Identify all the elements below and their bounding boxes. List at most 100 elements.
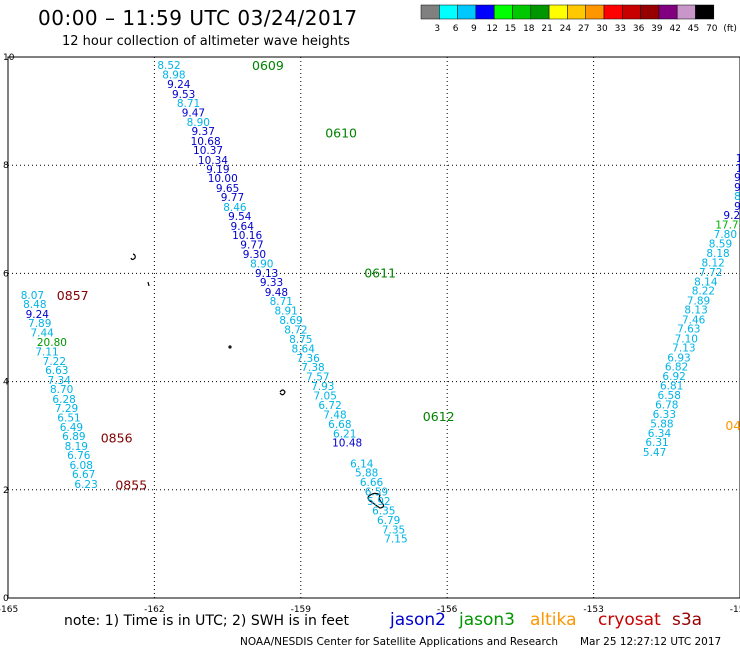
wave-height-value: 9.33 [260,277,283,289]
legend-swatch [603,4,623,20]
satellite-name: cryosat [598,610,661,630]
wave-height-value: 8.72 [284,325,307,337]
wave-height-value: 9.27 [723,210,740,222]
wave-height-value: 10 [736,153,740,165]
legend-swatch [640,4,660,20]
legend-label: 9 [471,24,477,34]
legend-label: 6 [453,24,459,34]
wave-height-value: 8.46 [223,202,247,214]
wave-height-value: 8.75 [289,334,312,346]
legend-swatch [695,4,715,20]
wave-height-value: 10.37 [193,145,223,157]
wave-height-value: 8.19 [65,441,88,453]
wave-height-value: 7.63 [677,324,700,336]
wave-height-value: 10.34 [198,155,228,167]
chart-subtitle: 12 hour collection of altimeter wave hei… [62,34,350,49]
wave-height-value: 10.00 [208,173,238,185]
wave-height-value: 5.92 [367,496,390,508]
wave-height-value: 8.12 [701,258,724,270]
wave-height-value: 8.90 [250,259,273,271]
wave-height-tracks: 8.528.989.249.538.719.478.909.3710.6810.… [21,60,740,545]
wave-height-value: 7.46 [682,314,706,326]
pass-time-label: 0408 [725,418,740,433]
footer-credit: NOAA/NESDIS Center for Satellite Applica… [240,636,558,648]
wave-height-value: 9.37 [192,126,215,138]
wave-height-value: 8.90 [187,117,210,129]
wave-height-value: 7.80 [714,229,737,241]
island-shape [130,253,136,261]
wave-height-value: 6.14 [350,458,374,470]
wave-height-value: 8.71 [177,98,200,110]
wave-height-value: 7.13 [672,343,695,355]
wave-height-value: 6.78 [655,399,678,411]
legend-swatch [622,4,641,20]
wave-height-value: 9.53 [172,89,195,101]
color-legend: 3 6 9 12 15 18 21 24 27 30 33 36 39 42 45 70 (ft) [420,4,737,34]
wave-height-value: 9.8 [734,201,740,213]
wave-height-value: 6.82 [665,361,688,373]
wave-height-value: 5.88 [355,467,378,479]
legend-swatch [658,4,678,20]
wave-height-value: 8.98 [162,69,185,81]
wave-height-value: 6.81 [660,380,683,392]
legend-swatch [457,4,477,20]
wave-height-value: 20.80 [37,337,67,349]
wave-height-value: 17.75 [715,220,740,232]
wave-height-value: 9.9 [734,172,740,184]
wave-height-value: 6.72 [318,400,341,412]
axis-ticks: -165 -162 -159 -156 -153 -150 0 2 4 6 8 10 [0,53,740,615]
pass-time-label: 0609 [252,58,284,73]
legend-swatch [439,4,458,20]
pass-time-label: 0611 [364,265,396,280]
wave-height-value: 8.07 [21,290,44,302]
wave-height-value: 6.33 [653,409,676,421]
wave-height-value: 6.49 [60,422,83,434]
legend-label: (ft) [723,24,737,34]
legend-label: 33 [615,24,626,34]
wave-height-value: 7.89 [28,318,51,330]
wave-height-value: 5.47 [643,447,666,459]
legend-label: 24 [560,24,572,34]
wave-height-value: 7.10 [675,333,698,345]
legend-swatch [585,4,605,20]
wave-height-value: 6.08 [70,460,93,472]
wave-height-value: 10.68 [191,136,221,148]
pass-time-labels: 060906100611061208570856085504080 [57,58,740,492]
pass-time-label: 0855 [115,477,147,492]
wave-height-value: 8.91 [274,306,297,318]
wave-height-value: 6.58 [658,390,681,402]
legend-label: 3 [434,24,440,34]
legend-label: 45 [688,24,699,34]
wave-height-value: 7.57 [306,372,329,384]
wave-height-value: 7.89 [687,295,710,307]
wave-height-value: 6.51 [57,412,80,424]
wave-height-value: 7.05 [314,391,337,403]
wave-height-value: 8.18 [706,248,729,260]
legend-label: 12 [486,24,497,34]
wave-height-value: 8.8 [734,191,740,203]
wave-height-value: 6.93 [667,352,690,364]
wave-height-value: 6.59 [365,486,388,498]
legend-label: 27 [578,24,589,34]
legend-label: 42 [669,24,680,34]
wave-height-value: 7.22 [43,356,66,368]
wave-height-value: 10 [736,163,740,175]
wave-height-value: 8.70 [50,384,73,396]
wave-height-value: 9.54 [228,211,252,223]
island-shape [228,345,232,349]
island-shape [367,492,385,509]
wave-height-value: 9.13 [255,268,278,280]
chart-title: 00:00 – 11:59 UTC 03/24/2017 [38,6,358,30]
wave-height-value: 9.77 [240,240,263,252]
footer-timestamp: Mar 25 12:27:12 UTC 2017 [580,636,721,648]
y-tick-label: 10 [3,53,15,63]
pass-time-label: 0856 [101,430,133,445]
wave-height-value: 7.34 [48,375,72,387]
legend-swatch [475,4,495,20]
wave-height-value: 6.31 [645,437,668,449]
satellite-name: jason2 [389,610,446,630]
plot-frame [7,56,740,599]
y-tick-label: 8 [3,161,9,171]
x-tick-label: -162 [144,605,164,615]
